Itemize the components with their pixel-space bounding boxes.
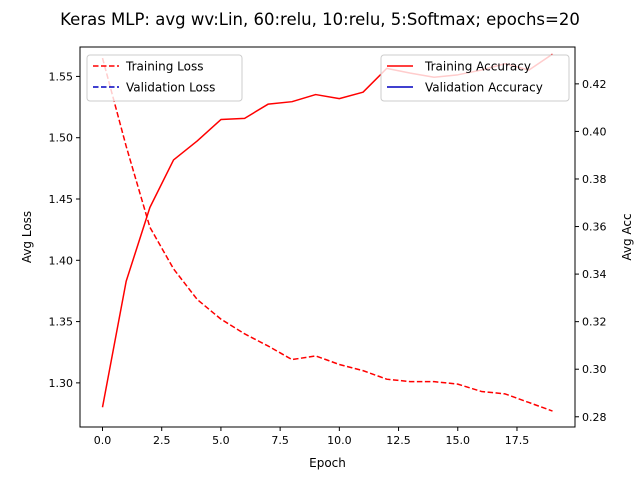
x-tick-label: 5.0: [212, 434, 230, 447]
y-right-axis-label: Avg Acc: [620, 213, 634, 260]
x-tick-label: 2.5: [153, 434, 171, 447]
series-line-training-loss: [101, 57, 553, 412]
legend-loss: Training Loss Validation Loss: [86, 54, 243, 102]
legend-accuracy-box: [380, 54, 570, 102]
legend-label-validation-loss: Validation Loss: [126, 81, 215, 95]
y-right-tick-label: 0.32: [582, 316, 607, 329]
y-right-tick-label: 0.42: [582, 78, 607, 91]
x-tick-label: 7.5: [271, 434, 289, 447]
y-left-axis-label: Avg Loss: [20, 211, 34, 263]
legend-loss-box: [86, 54, 243, 102]
plot-frame: [79, 46, 576, 428]
x-axis-label: Epoch: [309, 456, 346, 470]
y-left-tick-label: 1.40: [49, 254, 74, 267]
y-left-tick-label: 1.45: [49, 193, 74, 206]
y-right-tick-label: 0.36: [582, 221, 607, 234]
y-right-tick-label: 0.40: [582, 125, 607, 138]
x-tick-label: 12.5: [386, 434, 411, 447]
legend-label-training-loss: Training Loss: [125, 60, 203, 74]
y-right-tick-label: 0.38: [582, 173, 607, 186]
legend-label-validation-accuracy: Validation Accuracy: [425, 81, 543, 95]
y-right-tick-label: 0.28: [582, 411, 607, 424]
axis-layer: 0.0 2.5 5.0 7.5 10.0 12.5 15.0 17.5 1.30 1.35 1.40…: [49, 46, 607, 447]
x-tick-label: 10.0: [327, 434, 352, 447]
x-tick-label: 15.0: [446, 434, 471, 447]
y-left-tick-label: 1.50: [49, 132, 74, 145]
y-left-tick-label: 1.30: [49, 377, 74, 390]
y-left-tick-label: 1.55: [49, 70, 74, 83]
x-tick-label: 0.0: [94, 434, 112, 447]
legend-accuracy: Training Accuracy Validation Accuracy: [380, 54, 570, 102]
y-left-tick-label: 1.35: [49, 316, 74, 329]
y-right-tick-label: 0.34: [582, 268, 607, 281]
chart-title: Keras MLP: avg wv:Lin, 60:relu, 10:relu,…: [60, 10, 580, 29]
legend-label-training-accuracy: Training Accuracy: [424, 60, 531, 74]
x-tick-label: 17.5: [505, 434, 530, 447]
y-right-tick-label: 0.30: [582, 363, 607, 376]
